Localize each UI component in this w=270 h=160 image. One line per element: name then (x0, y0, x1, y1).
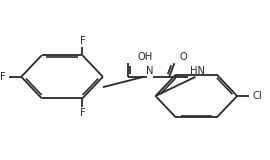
Text: OH: OH (138, 52, 153, 62)
Text: Cl: Cl (252, 91, 262, 101)
Text: N: N (147, 66, 154, 76)
Text: HN: HN (190, 66, 205, 76)
Text: O: O (179, 52, 187, 62)
Text: F: F (0, 72, 5, 82)
Text: F: F (80, 36, 85, 46)
Text: F: F (80, 108, 85, 118)
